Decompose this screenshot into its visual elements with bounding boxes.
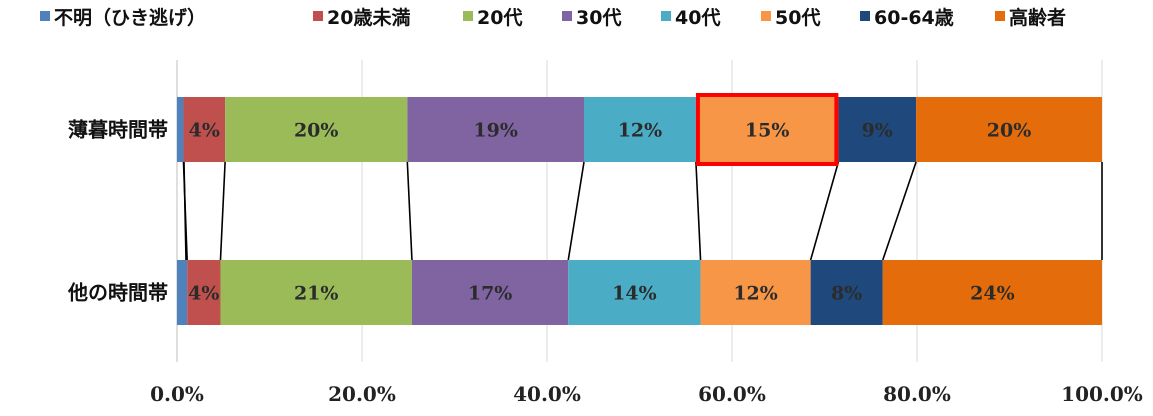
legend-swatch xyxy=(661,11,671,21)
bar-segment xyxy=(183,97,226,162)
data-label: 19% xyxy=(473,120,518,142)
legend-label: 30代 xyxy=(576,7,621,29)
legend-swatch xyxy=(860,11,870,21)
data-label: 15% xyxy=(745,120,790,142)
legend-label: 不明（ひき逃げ） xyxy=(54,6,206,29)
bar-segment xyxy=(695,97,839,162)
data-label: 12% xyxy=(733,283,778,305)
data-label: 24% xyxy=(970,283,1015,305)
x-tick-label: 20.0% xyxy=(328,382,396,406)
bar-segment xyxy=(584,97,696,162)
legend-label: 20歳未満 xyxy=(327,6,410,29)
series-line xyxy=(567,161,585,261)
bar-segment xyxy=(916,97,1102,162)
x-axis-ticks: 0.0% 20.0% 40.0% 60.0% 80.0% 100.0% xyxy=(150,382,1143,406)
bar-segment xyxy=(700,260,811,325)
legend-label: 20代 xyxy=(477,7,522,29)
bar-segment xyxy=(177,97,184,162)
legend-swatch xyxy=(463,11,473,21)
x-tick-label: 0.0% xyxy=(150,382,204,406)
bar-segment xyxy=(407,97,584,162)
legend-label: 40代 xyxy=(675,7,720,29)
x-tick-label: 100.0% xyxy=(1061,382,1143,406)
x-tick-label: 80.0% xyxy=(883,382,951,406)
bars xyxy=(177,97,1102,325)
data-label: 20% xyxy=(294,120,339,142)
data-label: 4% xyxy=(188,283,219,305)
bar-segment xyxy=(411,260,569,325)
category-label: 他の時間帯 xyxy=(67,281,168,305)
bar-segment xyxy=(810,260,883,325)
highlight xyxy=(695,93,839,166)
bar-segment xyxy=(187,260,221,325)
legend: 不明（ひき逃げ） 20歳未満 20代 30代 40代 50代 60-64歳 高齢者 xyxy=(40,6,1066,29)
data-label: 9% xyxy=(862,120,893,142)
legend-label: 50代 xyxy=(775,7,820,29)
data-label: 17% xyxy=(468,283,513,305)
data-label: 20% xyxy=(987,120,1032,142)
bar-segment xyxy=(220,260,412,325)
legend-swatch xyxy=(562,11,572,21)
series-lines xyxy=(182,161,1103,261)
series-line xyxy=(183,161,187,261)
series-line xyxy=(406,161,413,261)
bar-segment xyxy=(225,97,408,162)
legend-swatch xyxy=(40,11,50,21)
series-line xyxy=(695,161,702,261)
legend-swatch xyxy=(995,11,1005,21)
category-label: 薄暮時間帯 xyxy=(68,118,168,142)
data-label: 12% xyxy=(618,120,663,142)
series-line xyxy=(882,161,917,261)
bar-segment xyxy=(177,260,188,325)
bar-segment xyxy=(882,260,1102,325)
x-tick-label: 40.0% xyxy=(513,382,581,406)
legend-swatch xyxy=(761,11,771,21)
data-label: 4% xyxy=(189,120,220,142)
bar-segment xyxy=(568,260,701,325)
bar-segment xyxy=(838,97,917,162)
series-line xyxy=(809,161,840,261)
highlight-box xyxy=(695,93,839,166)
data-label: 8% xyxy=(831,283,862,305)
data-labels: 4% 20% 19% 12% 15% 9% 20% 4% 21% 17% 14% 12% 8% 24% xyxy=(188,120,1031,305)
series-line xyxy=(219,161,226,261)
legend-label: 60-64歳 xyxy=(874,7,954,29)
legend-swatch xyxy=(313,11,323,21)
x-tick-label: 60.0% xyxy=(698,382,766,406)
legend-label: 高齢者 xyxy=(1009,6,1066,29)
data-label: 14% xyxy=(612,283,657,305)
data-label: 21% xyxy=(294,283,339,305)
